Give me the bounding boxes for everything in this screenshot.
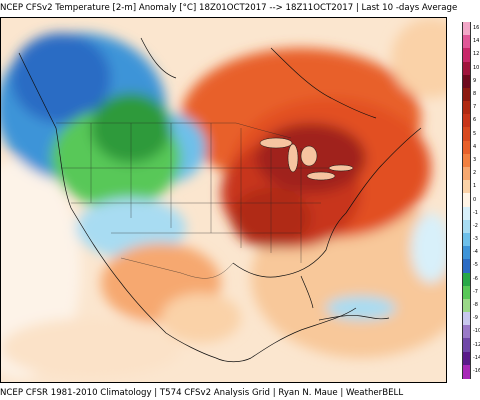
color-scale-swatch [462, 22, 471, 36]
color-scale-swatch [462, 114, 471, 129]
color-scale-legend: 16 14 12 10 9 8 7 6 5 4 3 2 1 0 -1 -2 -3 -4 -5 -6 -7 -8 -9 -10-… [462, 22, 480, 379]
color-scale-label: -9 [473, 315, 478, 322]
color-scale-label: 12 [473, 51, 480, 58]
color-scale-label: 3 [473, 156, 477, 163]
color-scale-label: 14 [473, 38, 480, 45]
color-scale-label: 2 [473, 170, 477, 177]
color-scale-label: 0 [473, 196, 477, 203]
color-scale-label: 10 [473, 64, 480, 71]
color-scale-label: -1 [473, 209, 478, 216]
color-scale-label: -8 [473, 301, 478, 308]
color-scale-label: -12 [473, 341, 480, 348]
color-scale-swatch [462, 127, 471, 142]
political-borders [56, 122, 331, 279]
color-scale-label: -6 [473, 275, 478, 282]
color-scale-label: -2 [473, 222, 478, 229]
color-scale-label: -5 [473, 262, 478, 269]
color-scale-label: 6 [473, 117, 477, 124]
map-footer-credit: NCEP CFSR 1981-2010 Climatology | T574 C… [0, 388, 404, 398]
color-scale-label: 9 [473, 77, 477, 84]
color-scale-swatch [462, 232, 471, 247]
color-scale-swatch [462, 48, 471, 63]
color-scale-swatch [462, 61, 471, 76]
color-scale-swatch [462, 140, 471, 155]
color-scale-label: 5 [473, 130, 477, 137]
color-scale-swatch [462, 364, 471, 379]
color-scale-label: 8 [473, 91, 477, 98]
color-scale-swatch [462, 153, 471, 168]
color-scale-swatch [462, 285, 471, 300]
color-scale-swatch [462, 193, 471, 208]
anomaly-map-canvas [1, 18, 446, 382]
color-scale-label: 1 [473, 183, 477, 190]
color-scale-swatch [462, 312, 471, 327]
color-scale-swatch [462, 101, 471, 116]
color-scale-swatch [462, 167, 471, 182]
color-scale-label: -10 [473, 328, 480, 335]
color-scale-swatch [462, 35, 471, 50]
color-scale-swatch [462, 219, 471, 234]
color-scale-label: -7 [473, 288, 478, 295]
color-scale-label: 16 [473, 25, 480, 32]
color-scale-label: -3 [473, 236, 478, 243]
color-scale-swatch [462, 206, 471, 221]
anomaly-map [0, 17, 447, 383]
color-scale-label: 7 [473, 104, 477, 111]
color-scale-swatch [462, 272, 471, 287]
color-scale-swatch [462, 246, 471, 261]
color-scale-label: 4 [473, 143, 477, 150]
color-scale-swatch [462, 325, 471, 340]
color-scale-label: -4 [473, 249, 478, 256]
color-scale-swatch [462, 351, 471, 366]
color-scale-swatch [462, 180, 471, 195]
color-scale-swatch [462, 259, 471, 274]
color-scale-swatch [462, 298, 471, 313]
great-lakes [259, 137, 354, 181]
color-scale-swatch [462, 338, 471, 353]
coastlines [18, 37, 422, 363]
color-scale-label: -16 [473, 367, 480, 374]
map-title: NCEP CFSv2 Temperature [2-m] Anomaly [°C… [0, 3, 458, 13]
color-scale-swatch [462, 74, 471, 89]
color-scale-swatch [462, 87, 471, 102]
color-scale-label: -14 [473, 354, 480, 361]
